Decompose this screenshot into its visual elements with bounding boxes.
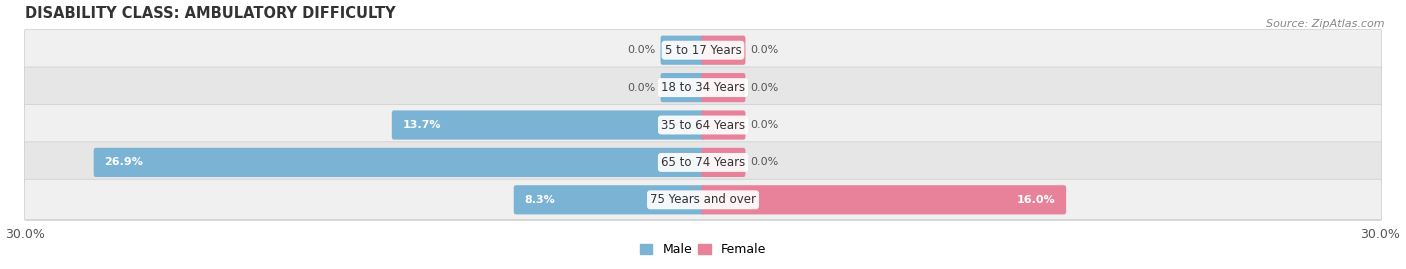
FancyBboxPatch shape bbox=[24, 67, 1382, 108]
FancyBboxPatch shape bbox=[24, 30, 1382, 71]
FancyBboxPatch shape bbox=[392, 110, 704, 140]
Text: 8.3%: 8.3% bbox=[524, 195, 555, 205]
Text: 0.0%: 0.0% bbox=[751, 45, 779, 55]
Text: 18 to 34 Years: 18 to 34 Years bbox=[661, 81, 745, 94]
FancyBboxPatch shape bbox=[661, 73, 704, 102]
FancyBboxPatch shape bbox=[702, 36, 745, 65]
FancyBboxPatch shape bbox=[702, 73, 745, 102]
FancyBboxPatch shape bbox=[702, 148, 745, 177]
FancyBboxPatch shape bbox=[702, 185, 1066, 214]
Text: 0.0%: 0.0% bbox=[751, 157, 779, 167]
FancyBboxPatch shape bbox=[513, 185, 704, 214]
Text: 5 to 17 Years: 5 to 17 Years bbox=[665, 44, 741, 57]
Text: 0.0%: 0.0% bbox=[627, 83, 655, 93]
Text: 0.0%: 0.0% bbox=[751, 120, 779, 130]
Text: 65 to 74 Years: 65 to 74 Years bbox=[661, 156, 745, 169]
Text: DISABILITY CLASS: AMBULATORY DIFFICULTY: DISABILITY CLASS: AMBULATORY DIFFICULTY bbox=[25, 6, 396, 20]
Text: 0.0%: 0.0% bbox=[627, 45, 655, 55]
FancyBboxPatch shape bbox=[94, 148, 704, 177]
Text: 75 Years and over: 75 Years and over bbox=[650, 193, 756, 206]
FancyBboxPatch shape bbox=[24, 179, 1382, 220]
FancyBboxPatch shape bbox=[661, 36, 704, 65]
Text: 26.9%: 26.9% bbox=[104, 157, 143, 167]
FancyBboxPatch shape bbox=[24, 142, 1382, 183]
FancyBboxPatch shape bbox=[702, 110, 745, 140]
Text: Source: ZipAtlas.com: Source: ZipAtlas.com bbox=[1267, 19, 1385, 29]
Legend: Male, Female: Male, Female bbox=[636, 239, 770, 261]
Text: 16.0%: 16.0% bbox=[1017, 195, 1056, 205]
FancyBboxPatch shape bbox=[24, 104, 1382, 146]
Text: 0.0%: 0.0% bbox=[751, 83, 779, 93]
Text: 35 to 64 Years: 35 to 64 Years bbox=[661, 119, 745, 132]
Text: 13.7%: 13.7% bbox=[402, 120, 441, 130]
